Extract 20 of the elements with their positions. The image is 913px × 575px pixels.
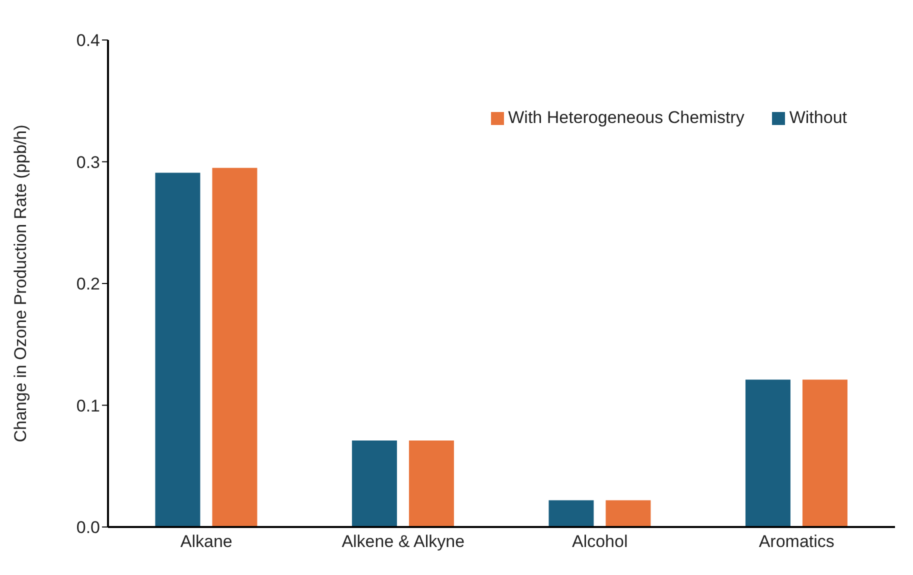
x-tick-label: Alkene & Alkyne	[342, 532, 465, 552]
bar	[802, 380, 848, 527]
y-tick-label: 0.3	[76, 152, 100, 172]
bar	[352, 440, 397, 527]
bar	[212, 168, 258, 527]
bar	[155, 172, 200, 527]
bar	[745, 380, 790, 527]
legend-label: Without	[789, 108, 847, 127]
y-tick-label: 0.2	[76, 274, 100, 294]
x-tick-label: Alkane	[180, 532, 232, 552]
x-tick-label: Aromatics	[758, 532, 834, 552]
bar	[548, 500, 594, 527]
y-tick-label: 0.1	[76, 396, 100, 416]
legend-label: With Heterogeneous Chemistry	[508, 108, 744, 127]
y-tick-label: 0.4	[76, 31, 100, 50]
bar	[408, 440, 454, 527]
bar	[606, 500, 651, 527]
x-tick-label: Alcohol	[572, 532, 628, 552]
y-axis-title: Change in Ozone Production Rate (ppb/h)	[11, 124, 30, 442]
y-tick-label: 0.0	[76, 518, 100, 538]
